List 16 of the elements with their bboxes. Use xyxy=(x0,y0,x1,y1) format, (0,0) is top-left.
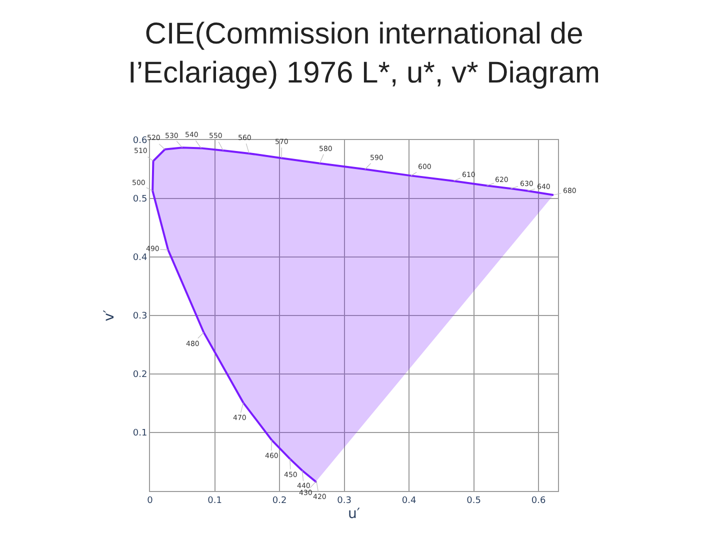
x-tick-label: 0.5 xyxy=(466,496,481,506)
x-tick-label: 0.6 xyxy=(531,496,546,506)
x-tick-label: 0.4 xyxy=(402,496,416,506)
x-tick-label: 0 xyxy=(147,496,154,506)
y-axis-title: v′ xyxy=(101,310,118,322)
y-tick-label: 0.3 xyxy=(132,312,148,322)
x-axis-title: u′ xyxy=(348,506,360,522)
chart-title: CIE(Commission international de I’Eclariage) 1976 L*, u*, v* Diagram xyxy=(128,18,600,90)
x-tick-label: 0.2 xyxy=(272,496,287,506)
x-tick-label: 0.3 xyxy=(337,496,352,506)
y-tick-label: 0.1 xyxy=(132,428,148,439)
y-tick-label: 0.5 xyxy=(132,194,148,205)
y-tick-label: 0.4 xyxy=(132,253,148,264)
y-tick-label: 0.6 xyxy=(132,136,148,146)
y-tick-label: 0.2 xyxy=(132,370,148,380)
x-tick-label: 0.1 xyxy=(208,496,222,506)
